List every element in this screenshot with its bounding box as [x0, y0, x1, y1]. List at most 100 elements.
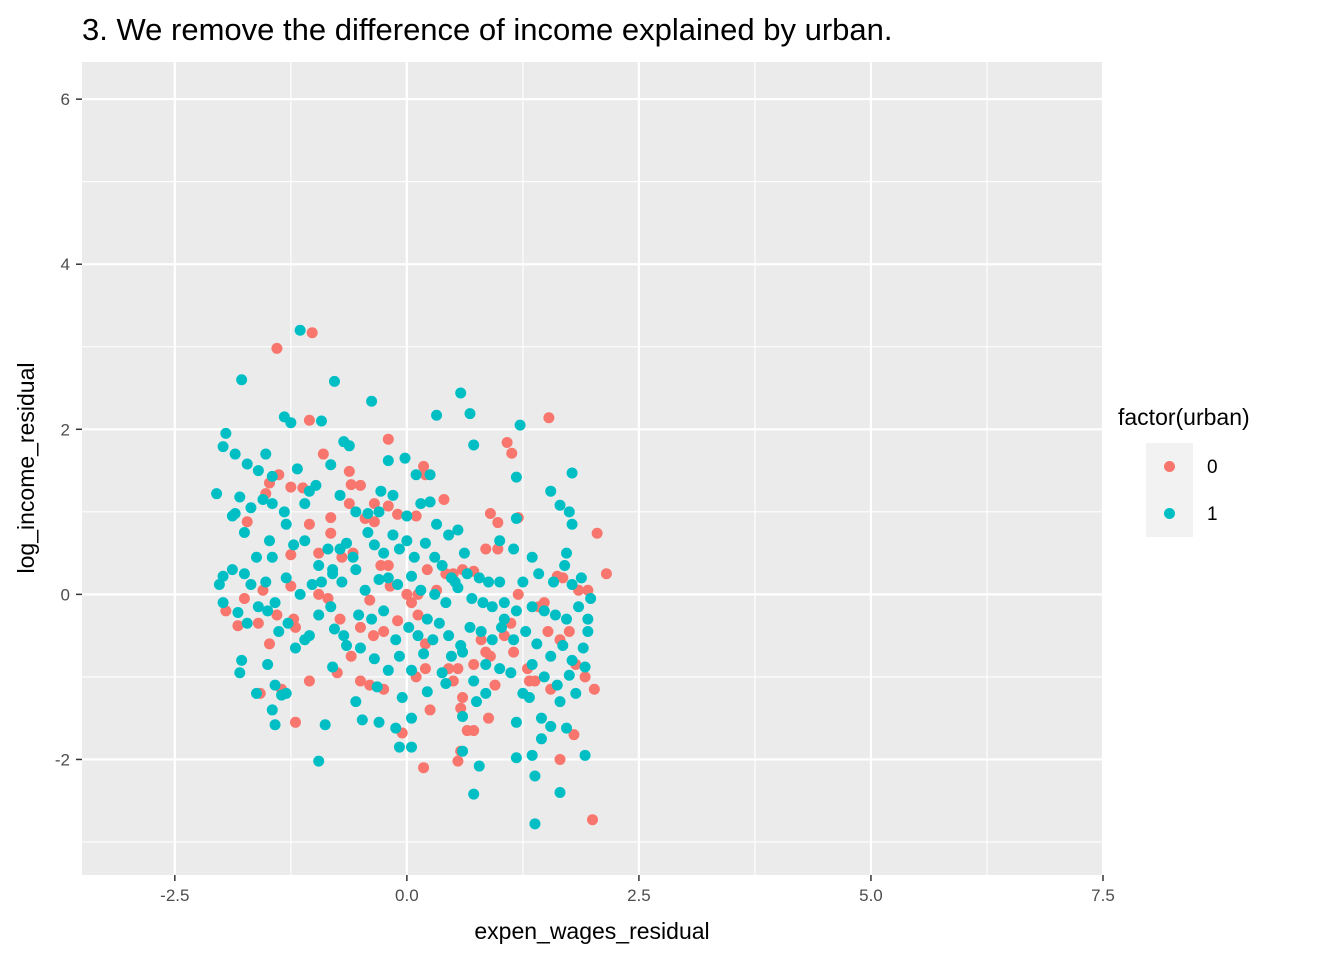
point-urban-1	[468, 439, 480, 451]
point-urban-1	[561, 722, 573, 734]
point-urban-1	[551, 679, 563, 691]
point-urban-0	[543, 412, 555, 424]
point-urban-1	[561, 613, 573, 625]
point-urban-1	[535, 712, 547, 724]
point-urban-0	[263, 638, 275, 650]
point-urban-1	[475, 626, 487, 638]
point-urban-1	[262, 659, 274, 671]
point-urban-1	[234, 491, 246, 503]
point-urban-0	[600, 568, 612, 580]
point-urban-1	[406, 570, 418, 582]
point-urban-0	[542, 626, 554, 638]
point-urban-1	[561, 547, 573, 559]
point-urban-1	[566, 518, 578, 530]
point-urban-1	[217, 441, 229, 453]
x-tick-label: 7.5	[1091, 886, 1115, 905]
point-urban-1	[328, 623, 340, 635]
point-urban-0	[325, 512, 337, 524]
point-urban-0	[354, 479, 366, 491]
point-urban-0	[568, 729, 580, 741]
point-urban-0	[483, 712, 495, 724]
point-urban-1	[457, 711, 469, 723]
point-urban-0	[492, 543, 504, 555]
point-urban-1	[252, 465, 264, 477]
point-urban-0	[364, 594, 376, 606]
x-axis-title: expen_wages_residual	[474, 918, 709, 944]
point-urban-1	[373, 506, 385, 518]
point-urban-1	[229, 507, 241, 519]
point-urban-1	[266, 704, 278, 716]
point-urban-0	[354, 675, 366, 687]
point-urban-0	[475, 634, 487, 646]
point-urban-1	[325, 459, 337, 471]
point-urban-0	[418, 762, 430, 774]
point-urban-0	[401, 588, 413, 600]
point-urban-1	[257, 493, 269, 505]
point-urban-1	[579, 749, 591, 761]
point-urban-1	[236, 374, 248, 386]
point-urban-1	[269, 719, 281, 731]
point-urban-1	[373, 574, 385, 586]
point-urban-1	[510, 512, 522, 524]
point-urban-1	[406, 741, 418, 753]
point-urban-0	[303, 414, 315, 426]
point-urban-1	[266, 498, 278, 510]
point-urban-1	[356, 714, 368, 726]
point-urban-1	[285, 417, 297, 429]
point-urban-0	[392, 508, 404, 520]
point-urban-0	[306, 327, 318, 339]
point-urban-1	[350, 564, 362, 576]
point-urban-1	[294, 324, 306, 336]
point-urban-1	[554, 499, 566, 511]
point-urban-1	[362, 526, 374, 538]
point-urban-0	[271, 609, 283, 621]
point-urban-1	[415, 584, 427, 596]
legend-label-1: 1	[1207, 504, 1218, 525]
point-urban-1	[514, 419, 526, 431]
point-urban-0	[506, 447, 518, 459]
legend-swatch-0	[1164, 461, 1175, 472]
y-axis: -2 0 2 4 6	[55, 90, 82, 769]
point-urban-1	[289, 642, 301, 654]
point-urban-0	[343, 465, 355, 477]
point-urban-1	[545, 485, 557, 497]
point-urban-0	[512, 588, 524, 600]
y-tick-label: 2	[61, 420, 70, 439]
point-urban-1	[573, 601, 585, 613]
data-points	[211, 324, 612, 830]
point-urban-1	[431, 409, 443, 421]
point-urban-1	[554, 696, 566, 708]
point-urban-1	[498, 613, 510, 625]
point-urban-1	[241, 617, 253, 629]
point-urban-1	[234, 667, 246, 679]
point-urban-1	[494, 663, 506, 675]
x-tick-label: 5.0	[859, 886, 883, 905]
point-urban-1	[336, 576, 348, 588]
point-urban-0	[421, 564, 433, 576]
point-urban-0	[285, 481, 297, 493]
point-urban-1	[280, 572, 292, 584]
point-urban-0	[220, 605, 232, 617]
point-urban-1	[424, 469, 436, 481]
point-urban-0	[480, 646, 492, 658]
point-urban-1	[526, 551, 538, 563]
point-urban-1	[566, 467, 578, 479]
point-urban-1	[406, 664, 418, 676]
point-urban-1	[510, 605, 522, 617]
point-urban-1	[393, 543, 405, 555]
point-urban-1	[408, 551, 420, 563]
point-urban-0	[289, 716, 301, 728]
point-urban-1	[328, 375, 340, 387]
point-urban-0	[508, 646, 520, 658]
point-urban-1	[211, 488, 223, 500]
point-urban-0	[480, 543, 492, 555]
point-urban-0	[588, 683, 600, 695]
point-urban-1	[477, 597, 489, 609]
point-urban-1	[401, 535, 413, 547]
point-urban-1	[319, 719, 331, 731]
point-urban-1	[570, 687, 582, 699]
point-urban-0	[579, 671, 591, 683]
point-urban-1	[480, 659, 492, 671]
point-urban-0	[382, 500, 394, 512]
